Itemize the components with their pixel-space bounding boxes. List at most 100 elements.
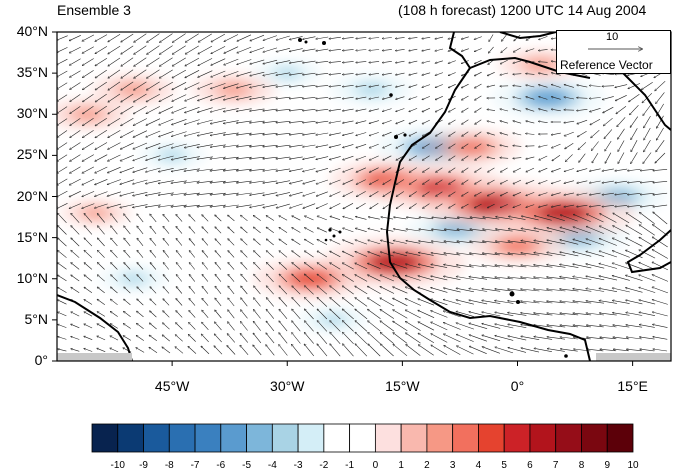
wind-vector [120, 179, 135, 185]
wind-vector [171, 168, 187, 172]
wind-vector [444, 345, 461, 355]
wind-vector [95, 34, 108, 42]
wind-vector [342, 263, 354, 270]
wind-vector [482, 277, 501, 280]
wind-vector [469, 323, 488, 329]
wind-vector [71, 349, 80, 352]
wind-vector [176, 226, 183, 234]
wind-vector [483, 229, 500, 232]
wind-vector [253, 321, 261, 331]
wind-vector [474, 36, 482, 40]
wind-vector [289, 48, 303, 52]
wind-vector [95, 117, 107, 126]
wind-vector [71, 238, 80, 247]
wind-vector [482, 347, 501, 354]
wind-vector [316, 132, 329, 135]
wind-vector [198, 33, 212, 42]
wind-vector [462, 179, 469, 184]
wind-vector [211, 46, 226, 53]
wind-vector [95, 57, 108, 66]
wind-vector [163, 226, 170, 234]
wind-vector [70, 130, 81, 137]
wind-vector [254, 286, 261, 295]
wind-vector [69, 46, 81, 53]
colorbar-label: -7 [190, 460, 200, 471]
wind-vector [276, 35, 290, 40]
wind-vector [202, 251, 209, 258]
wind-vector [202, 322, 209, 331]
wind-vector [236, 108, 252, 112]
wind-vector [487, 133, 495, 136]
wind-vector [356, 120, 367, 124]
wind-vector [123, 324, 131, 329]
wind-vector [382, 49, 392, 50]
wind-vector [97, 348, 106, 352]
wind-vector [58, 226, 67, 235]
wind-vector [57, 203, 68, 208]
wind-vector [189, 310, 196, 318]
wind-vector [330, 179, 341, 184]
wind-vector [57, 142, 68, 150]
wind-vector [136, 348, 145, 353]
wind-vector [121, 45, 134, 54]
wind-vector [82, 34, 95, 41]
wind-vector [121, 105, 134, 114]
wind-vector [134, 93, 147, 102]
wind-vector [241, 298, 248, 307]
wind-vector [422, 37, 431, 38]
wind-vector [82, 203, 95, 209]
wind-vector [108, 45, 121, 54]
wind-vector [240, 322, 248, 331]
wind-vector [70, 82, 81, 90]
wind-vector [355, 228, 367, 232]
wind-vector [124, 226, 131, 235]
wind-vector [110, 311, 118, 317]
wind-vector [449, 131, 456, 136]
wind-vector [97, 214, 105, 223]
wind-vector [111, 275, 118, 282]
wind-vector [482, 300, 501, 304]
wind-vector [526, 85, 535, 88]
wind-vector [95, 130, 108, 137]
wind-vector [158, 192, 174, 195]
wind-vector [253, 215, 261, 221]
wind-vector [396, 191, 404, 197]
wind-vector [343, 203, 354, 208]
wind-vector [149, 347, 158, 353]
wind-vector [435, 48, 444, 51]
lat-label: 35°N [16, 64, 48, 81]
wind-vector [317, 344, 328, 357]
wind-vector [292, 263, 301, 270]
wind-vector [393, 333, 408, 344]
wind-vector [108, 117, 121, 126]
wind-vector [158, 180, 174, 184]
wind-vector [475, 167, 482, 172]
wind-vector [342, 251, 354, 257]
wind-vector [449, 179, 456, 185]
wind-vector [69, 190, 81, 197]
wind-vector [137, 226, 144, 235]
positive-anomaly [82, 208, 108, 218]
lat-label: 15°N [16, 228, 48, 245]
wind-vector [368, 217, 380, 220]
wind-vector [250, 84, 265, 88]
colorbar-swatch [555, 423, 582, 453]
wind-vector [508, 348, 527, 353]
wind-vector [276, 156, 291, 159]
wind-vector [211, 58, 226, 66]
wind-vector [189, 298, 196, 306]
wind-vector [449, 167, 456, 173]
wind-vector [469, 300, 488, 305]
wind-vector [418, 333, 435, 344]
wind-vector [241, 239, 248, 246]
wind-vector [500, 145, 509, 148]
positive-anomaly [538, 203, 589, 223]
wind-vector [279, 262, 288, 270]
wind-vector [70, 94, 81, 101]
wind-vector [241, 227, 248, 234]
wind-vector [513, 204, 522, 208]
wind-vector [134, 57, 147, 67]
wind-vector [263, 84, 278, 87]
wind-vector [316, 61, 329, 62]
wind-vector [215, 239, 222, 246]
